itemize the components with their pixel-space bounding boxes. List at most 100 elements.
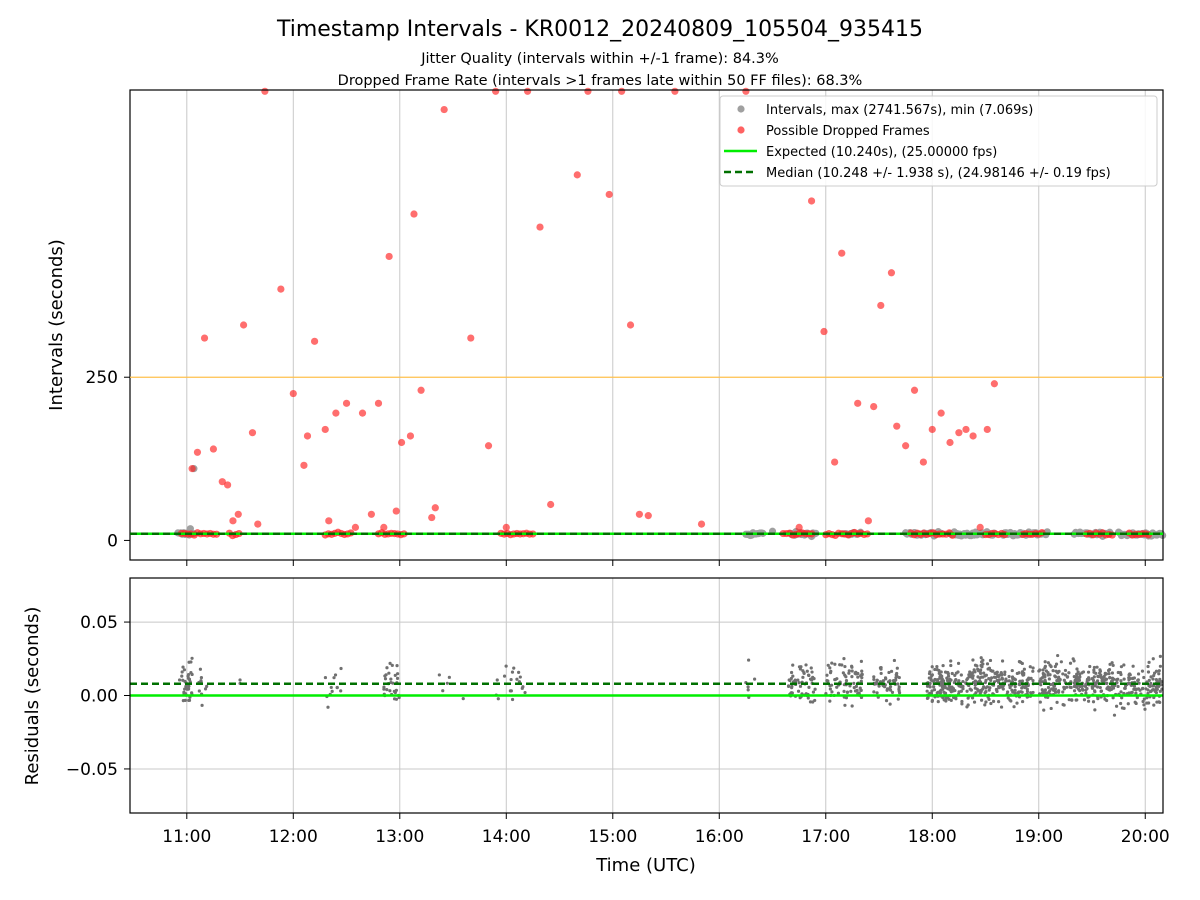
residual-point — [1073, 684, 1077, 688]
dropped-frame-point — [417, 386, 425, 394]
residual-point — [1054, 675, 1058, 679]
dropped-frame-point — [303, 432, 312, 440]
dropped-frame-point — [234, 510, 242, 518]
dropped-frame-point — [937, 409, 945, 417]
residual-point — [1061, 672, 1065, 676]
residual-point — [177, 678, 182, 682]
residual-point — [509, 689, 513, 693]
residual-point — [879, 671, 883, 676]
residual-point — [930, 665, 934, 669]
residual-point — [976, 689, 981, 693]
residual-point — [185, 687, 189, 691]
intervals-y-tick-label: 250 — [86, 368, 118, 388]
residual-point — [1137, 681, 1141, 685]
residual-point — [1084, 691, 1088, 695]
residual-point — [1080, 687, 1084, 691]
residual-point — [1095, 685, 1100, 689]
residual-point — [181, 678, 185, 682]
residual-point — [950, 671, 954, 676]
residual-point — [1122, 663, 1126, 667]
residual-point — [1047, 677, 1051, 681]
residuals-points — [177, 653, 1164, 717]
residual-point — [496, 697, 500, 701]
residual-point — [926, 696, 930, 700]
x-tick-label: 11:00 — [162, 827, 211, 847]
residual-point — [935, 668, 939, 672]
residual-point — [1149, 689, 1153, 693]
residual-point — [1136, 687, 1141, 691]
residual-point — [953, 673, 957, 678]
residual-point — [982, 671, 986, 675]
residual-point — [1108, 688, 1112, 692]
residual-point — [1129, 691, 1133, 695]
residuals-y-axis-label: Residuals (seconds) — [22, 607, 43, 786]
residual-point — [339, 666, 343, 671]
dropped-frame-point — [584, 87, 592, 95]
residual-point — [1026, 677, 1030, 682]
residual-point — [966, 703, 970, 707]
residual-point — [1110, 671, 1114, 675]
residual-point — [1063, 673, 1068, 677]
residual-point — [1031, 678, 1035, 683]
residual-point — [852, 681, 856, 685]
residual-point — [1056, 653, 1060, 658]
residual-point — [1007, 674, 1011, 679]
residual-point — [1019, 660, 1023, 664]
residual-point — [944, 699, 948, 703]
dropped-frame-point — [200, 334, 209, 342]
residual-point — [1057, 689, 1061, 693]
residual-point — [1044, 669, 1048, 673]
dropped-frame-point — [807, 197, 816, 205]
residual-point — [1106, 685, 1110, 689]
residual-point — [1040, 688, 1044, 692]
residual-point — [830, 690, 834, 694]
residual-point — [385, 666, 389, 670]
residual-point — [1151, 657, 1155, 661]
residual-point — [850, 669, 854, 673]
residual-point — [843, 664, 847, 669]
residual-point — [393, 690, 397, 695]
dropped-frame-point — [410, 210, 418, 218]
residual-point — [933, 667, 937, 672]
residual-point — [189, 670, 193, 675]
residual-point — [842, 657, 846, 661]
residual-point — [932, 685, 936, 689]
x-tick-label: 17:00 — [801, 827, 850, 847]
residual-point — [333, 673, 338, 677]
residual-point — [929, 691, 934, 696]
residual-point — [395, 664, 399, 668]
residual-point — [1038, 668, 1042, 672]
residual-point — [1119, 690, 1123, 694]
residual-point — [1055, 700, 1059, 704]
residual-point — [802, 671, 806, 676]
dropped-frame-point — [239, 321, 248, 329]
residual-point — [960, 699, 964, 704]
chart-title: Timestamp Intervals - KR0012_20240809_10… — [276, 17, 923, 42]
dropped-frame-point — [188, 465, 196, 473]
residual-point — [1062, 678, 1066, 682]
residuals-reference-lines — [130, 682, 1163, 697]
dropped-frame-point — [193, 448, 202, 456]
residual-point — [326, 705, 330, 709]
residual-point — [1050, 687, 1054, 691]
residual-point — [1105, 698, 1109, 703]
residual-point — [389, 677, 393, 681]
residual-point — [811, 700, 815, 704]
residual-point — [949, 678, 953, 682]
residual-point — [437, 673, 441, 677]
dropped-frame-point — [605, 190, 613, 199]
residual-point — [790, 691, 794, 695]
residual-point — [890, 690, 895, 694]
residual-point — [807, 685, 811, 690]
residual-point — [939, 680, 943, 684]
residual-point — [1025, 689, 1030, 694]
residual-point — [1028, 665, 1032, 669]
residual-point — [957, 690, 961, 694]
residual-point — [1077, 675, 1082, 680]
residual-point — [1063, 668, 1068, 673]
residual-point — [949, 698, 953, 702]
residual-point — [833, 662, 837, 666]
residual-point — [1104, 677, 1109, 681]
residual-point — [1143, 707, 1147, 711]
